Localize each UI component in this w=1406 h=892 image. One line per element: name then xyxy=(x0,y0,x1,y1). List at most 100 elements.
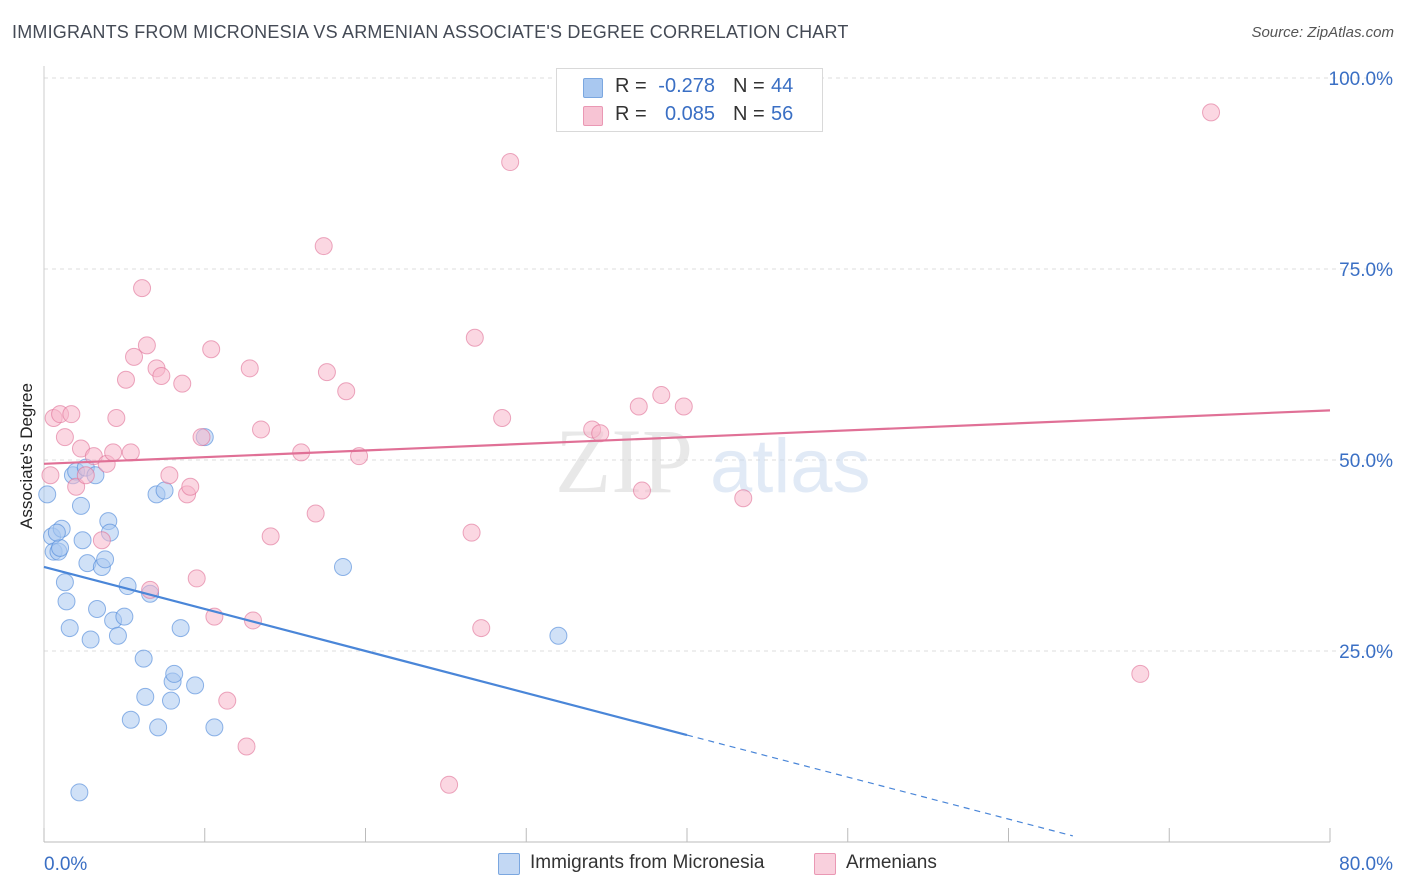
data-point xyxy=(202,340,221,359)
data-point xyxy=(549,626,568,645)
stats-legend: R = -0.278 N = 44 R = 0.085 N = 56 xyxy=(556,68,823,132)
data-point xyxy=(41,466,60,485)
y-tick-label: 100.0% xyxy=(1329,69,1394,90)
data-point xyxy=(317,363,336,382)
legend-n-value: 44 xyxy=(771,75,794,97)
data-point xyxy=(462,523,481,542)
bottom-legend-label-micronesia: Immigrants from Micronesia xyxy=(530,852,765,873)
data-point xyxy=(465,328,484,347)
data-point xyxy=(472,619,491,638)
data-point xyxy=(96,550,115,569)
data-point xyxy=(62,405,81,424)
data-point xyxy=(205,718,224,737)
data-point xyxy=(493,408,512,427)
legend-row-armenians: R = 0.085 N = 56 xyxy=(557,101,822,129)
data-point xyxy=(70,783,89,802)
data-point xyxy=(134,649,153,668)
data-point xyxy=(314,237,333,256)
y-tick-label: 75.0% xyxy=(1339,260,1393,281)
legend-n-value: 56 xyxy=(771,103,794,125)
data-point xyxy=(81,630,100,649)
data-point xyxy=(104,443,123,462)
data-point xyxy=(71,496,90,515)
data-point xyxy=(192,428,211,447)
data-point xyxy=(337,382,356,401)
y-axis-label: Associate's Degree xyxy=(17,383,36,529)
axis-layer xyxy=(43,66,1331,843)
watermark-zip: ZIP xyxy=(555,410,693,512)
data-point xyxy=(133,279,152,298)
data-point xyxy=(118,577,137,596)
data-point xyxy=(181,477,200,496)
legend-n-label: N = xyxy=(733,75,765,97)
data-point xyxy=(155,481,174,500)
trend-line-micronesia xyxy=(43,565,688,737)
data-point xyxy=(674,397,693,416)
data-point xyxy=(76,466,95,485)
legend-n-label: N = xyxy=(733,103,765,125)
data-point xyxy=(632,481,651,500)
data-point xyxy=(1202,103,1221,122)
data-point xyxy=(306,504,325,523)
trend-line-armenians xyxy=(43,409,1331,465)
data-point xyxy=(333,557,352,576)
data-point xyxy=(165,664,184,683)
data-point xyxy=(591,424,610,443)
data-point xyxy=(261,527,280,546)
data-point xyxy=(173,374,192,393)
data-point xyxy=(115,607,134,626)
watermark-atlas: atlas xyxy=(710,424,871,509)
data-point xyxy=(108,626,127,645)
data-point xyxy=(152,366,171,385)
data-point xyxy=(149,718,168,737)
data-point xyxy=(121,710,140,729)
tick-label-layer: 25.0% 50.0% 75.0% 100.0% 0.0% 80.0% xyxy=(44,69,1393,875)
data-point xyxy=(501,153,520,172)
data-point xyxy=(218,691,237,710)
trend-layer xyxy=(43,409,1331,837)
bottom-legend-swatch-micronesia xyxy=(498,853,520,875)
x-tick-label: 0.0% xyxy=(44,854,87,875)
data-point xyxy=(734,489,753,508)
data-point xyxy=(137,336,156,355)
legend-row-micronesia: R = -0.278 N = 44 xyxy=(557,73,822,101)
data-point xyxy=(73,531,92,550)
series-micronesia xyxy=(38,428,568,802)
legend-r-label: R = xyxy=(615,75,647,97)
legend-r-label: R = xyxy=(615,103,647,125)
chart-title: IMMIGRANTS FROM MICRONESIA VS ARMENIAN A… xyxy=(12,22,849,42)
data-point xyxy=(652,386,671,405)
bottom-legend-swatch-armenians xyxy=(814,853,836,875)
series-armenians xyxy=(41,103,1221,794)
data-point xyxy=(237,737,256,756)
data-point xyxy=(57,592,76,611)
data-point xyxy=(161,691,180,710)
data-point xyxy=(252,420,271,439)
legend-r-value: 0.085 xyxy=(664,103,715,125)
data-point xyxy=(136,687,155,706)
data-point xyxy=(240,359,259,378)
data-point xyxy=(55,428,74,447)
data-point xyxy=(88,599,107,618)
source-label: Source: ZipAtlas.com xyxy=(1251,24,1394,41)
legend-swatch-micronesia xyxy=(583,78,603,98)
data-point xyxy=(47,523,66,542)
points-layer xyxy=(38,103,1221,802)
trend-line-extension xyxy=(686,734,1073,837)
y-tick-label: 50.0% xyxy=(1339,451,1393,472)
data-point xyxy=(107,408,126,427)
grid-layer xyxy=(44,77,1392,652)
data-point xyxy=(60,619,79,638)
data-point xyxy=(1131,664,1150,683)
data-point xyxy=(116,370,135,389)
y-tick-label: 25.0% xyxy=(1339,642,1393,663)
data-point xyxy=(51,538,70,557)
data-point xyxy=(187,569,206,588)
data-point xyxy=(55,573,74,592)
data-point xyxy=(92,531,111,550)
data-point xyxy=(160,466,179,485)
data-point xyxy=(186,676,205,695)
data-point xyxy=(629,397,648,416)
data-point xyxy=(125,347,144,366)
